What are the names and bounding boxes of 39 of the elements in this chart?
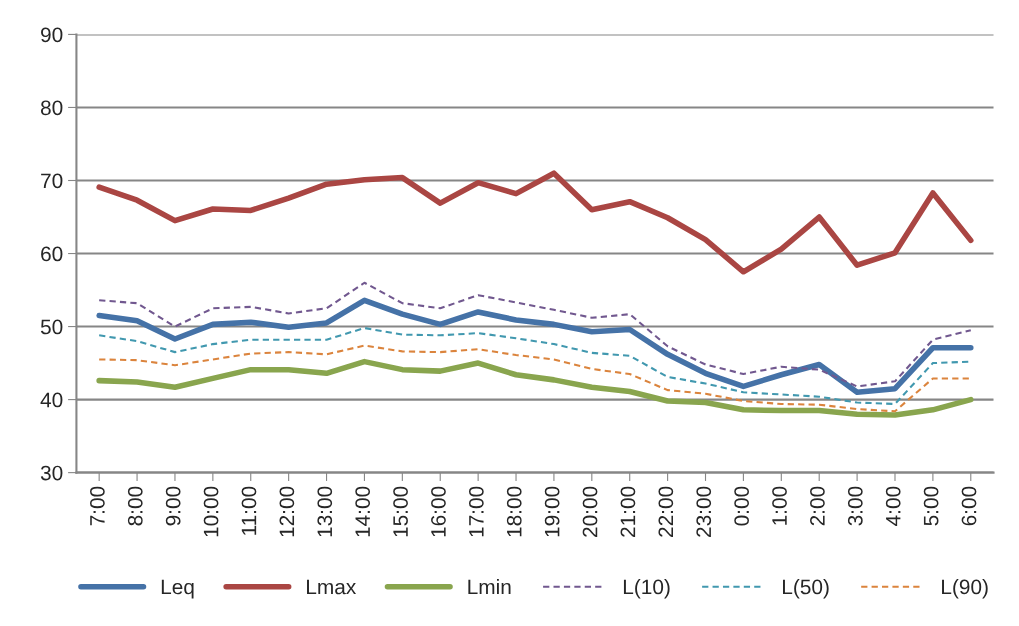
x-tick-label: 9:00 [165, 486, 181, 526]
legend-label: Lmin [468, 579, 511, 595]
x-tick-label: 22:00 [658, 486, 674, 537]
x-tick-label: 10:00 [203, 486, 219, 537]
x-tick-label: 15:00 [393, 486, 408, 537]
x-tick-label: 5:00 [923, 486, 939, 526]
x-tick-label: 1:00 [772, 486, 787, 525]
y-tick-label: 90 [41, 27, 63, 43]
x-tick-label: 3:00 [847, 486, 863, 526]
x-tick-label: 21:00 [620, 486, 636, 537]
x-tick-label: 2:00 [810, 486, 825, 526]
x-tick-label: 20:00 [582, 486, 598, 537]
y-tick-label: 70 [41, 173, 63, 189]
x-tick-label: 6:00 [961, 486, 977, 526]
legend-label: L(90) [942, 579, 988, 599]
y-tick-label: 50 [40, 319, 63, 335]
x-tick-label: 19:00 [544, 486, 560, 537]
y-tick-label: 60 [41, 246, 63, 262]
y-tick-label: 80 [40, 100, 63, 116]
x-tick-label: 12:00 [279, 486, 295, 537]
x-tick-label: 16:00 [431, 486, 446, 537]
x-tick-label: 4:00 [885, 486, 901, 526]
x-tick-label: 11:00 [241, 486, 257, 535]
legend-label: L(50) [783, 579, 829, 599]
x-tick-label: 13:00 [317, 486, 333, 537]
x-tick-label: 14:00 [355, 486, 371, 537]
line-series [98, 281, 972, 388]
x-tick-label: 7:00 [90, 486, 105, 526]
x-tick-label: 18:00 [506, 486, 522, 537]
legend-label: Lmax [307, 579, 357, 595]
y-tick-label: 40 [40, 392, 63, 408]
x-tick-label: 17:00 [468, 486, 484, 537]
x-tick-label: 0:00 [734, 486, 749, 526]
x-tick-label: 23:00 [696, 486, 712, 537]
legend-label: Leq [161, 579, 194, 599]
x-tick-label: 8:00 [127, 486, 143, 526]
legend-label: L(10) [623, 579, 670, 599]
line-series [98, 344, 972, 413]
y-tick-label: 30 [40, 465, 63, 481]
